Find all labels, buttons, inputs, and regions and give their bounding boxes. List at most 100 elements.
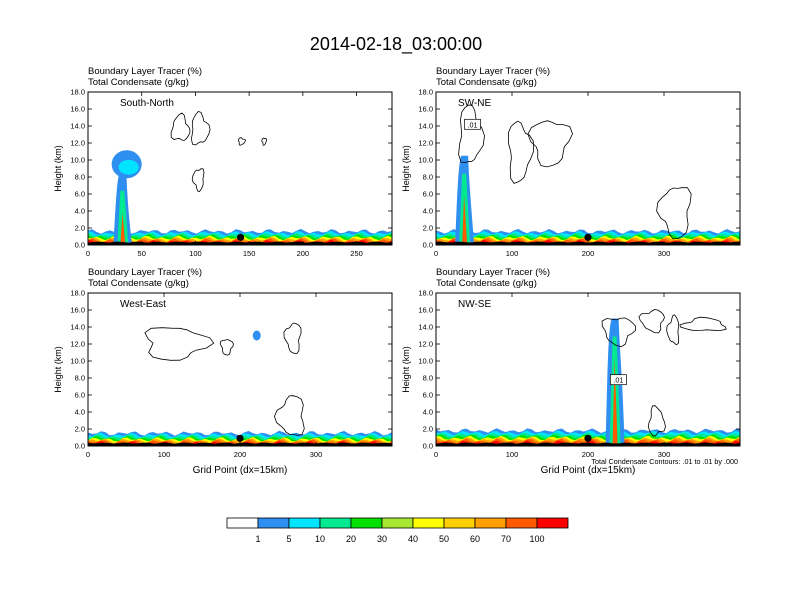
- x-tick-label: 100: [506, 450, 519, 459]
- panel-sw-ne: Boundary Layer Tracer (%)Total Condensat…: [401, 66, 741, 258]
- panel-west-east: Boundary Layer Tracer (%)Total Condensat…: [53, 267, 393, 476]
- y-tick-label: 12.0: [70, 139, 85, 148]
- y-tick-label: 16.0: [418, 306, 433, 315]
- condensate-contour: [170, 112, 191, 141]
- colorbar-label: 70: [501, 534, 511, 544]
- panels: Boundary Layer Tracer (%)Total Condensat…: [53, 66, 741, 476]
- location-marker: [584, 233, 592, 241]
- condensate-contour: [666, 314, 680, 346]
- colorbar-swatch: [381, 517, 414, 529]
- y-tick-label: 18.0: [70, 289, 85, 298]
- x-tick-label: 250: [350, 249, 363, 258]
- panel-name: NW-SE: [458, 299, 491, 310]
- x-tick-label: 0: [86, 249, 90, 258]
- y-tick-label: 14.0: [70, 122, 85, 131]
- y-tick-label: 2.0: [75, 425, 85, 434]
- x-tick-label: 300: [658, 249, 671, 258]
- y-tick-label: 14.0: [70, 323, 85, 332]
- x-tick-label: 150: [243, 249, 256, 258]
- x-tick-label: 100: [189, 249, 202, 258]
- y-tick-label: 0.0: [75, 442, 85, 451]
- plume-core: [462, 195, 468, 245]
- y-tick-label: 18.0: [70, 88, 85, 97]
- plot-area: [88, 111, 392, 245]
- x-tick-label: 0: [86, 450, 90, 459]
- condensate-contour: [261, 137, 267, 146]
- condensate-contour: [638, 309, 665, 334]
- panel-name: SW-NE: [458, 98, 491, 109]
- tracer-spot: [252, 330, 261, 341]
- y-tick-label: 16.0: [70, 105, 85, 114]
- colorbar-swatch: [474, 517, 507, 529]
- condensate-contour: [601, 317, 636, 348]
- x-tick-label: 0: [434, 450, 438, 459]
- y-axis-label: Height (km): [53, 145, 63, 192]
- x-tick-label: 0: [434, 249, 438, 258]
- x-tick-label: 200: [297, 249, 310, 258]
- page-title: 2014-02-18_03:00:00: [310, 34, 482, 55]
- panel-nw-se: Boundary Layer Tracer (%)Total Condensat…: [401, 267, 741, 476]
- condensate-contour: [679, 316, 727, 332]
- plume-core: [120, 212, 126, 245]
- y-tick-label: 10.0: [70, 357, 85, 366]
- y-tick-label: 6.0: [423, 190, 433, 199]
- colorbar-label: 50: [439, 534, 449, 544]
- y-tick-label: 10.0: [418, 156, 433, 165]
- condensate-contour: [656, 187, 692, 240]
- y-tick-label: 6.0: [75, 190, 85, 199]
- y-tick-label: 10.0: [418, 357, 433, 366]
- colorbar-swatch: [505, 517, 538, 529]
- contour-footnote: Total Condensate Contours: .01 to .01 by…: [591, 457, 738, 466]
- y-tick-label: 4.0: [75, 408, 85, 417]
- colorbar-swatch: [319, 517, 352, 529]
- plot-frame: [435, 91, 741, 246]
- panel-header-tracer: Boundary Layer Tracer (%): [88, 66, 202, 77]
- panel-header-condensate: Total Condensate (g/kg): [436, 278, 537, 289]
- x-axis-label: Grid Point (dx=15km): [541, 465, 636, 476]
- y-axis-label: Height (km): [401, 145, 411, 192]
- panel-name: South-North: [120, 98, 174, 109]
- condensate-contour: [647, 405, 666, 437]
- y-tick-label: 4.0: [423, 207, 433, 216]
- colorbar-swatch: [536, 517, 569, 529]
- panel-south-north: Boundary Layer Tracer (%)Total Condensat…: [53, 66, 393, 258]
- condensate-contour: [458, 104, 485, 164]
- colorbar-swatch: [443, 517, 476, 529]
- condensate-contour: [190, 111, 211, 146]
- panel-header-tracer: Boundary Layer Tracer (%): [436, 66, 550, 77]
- panel-header-condensate: Total Condensate (g/kg): [88, 278, 189, 289]
- panel-name: West-East: [120, 299, 166, 310]
- location-marker: [236, 434, 244, 442]
- anvil-inner: [118, 159, 139, 175]
- colorbar-label: 60: [470, 534, 480, 544]
- colorbar-label: 40: [408, 534, 418, 544]
- panel-header-condensate: Total Condensate (g/kg): [436, 77, 537, 88]
- colorbar-label: 100: [529, 534, 544, 544]
- location-marker: [236, 233, 245, 241]
- y-tick-label: 18.0: [418, 88, 433, 97]
- condensate-contour: [219, 339, 234, 356]
- condensate-contour: [273, 395, 305, 436]
- y-tick-label: 12.0: [418, 340, 433, 349]
- contour-label-box: [464, 118, 481, 130]
- x-tick-label: 300: [310, 450, 323, 459]
- y-tick-label: 12.0: [70, 340, 85, 349]
- contour-label: .01: [613, 376, 623, 385]
- y-tick-label: 8.0: [75, 374, 85, 383]
- y-tick-label: 18.0: [418, 289, 433, 298]
- y-tick-label: 0.0: [75, 241, 85, 250]
- condensate-contour: [508, 120, 534, 184]
- y-tick-label: 8.0: [75, 173, 85, 182]
- y-tick-label: 6.0: [75, 391, 85, 400]
- colorbar-label: 20: [346, 534, 356, 544]
- y-tick-label: 2.0: [75, 224, 85, 233]
- y-tick-label: 16.0: [418, 105, 433, 114]
- y-tick-label: 4.0: [75, 207, 85, 216]
- plot-frame: [87, 292, 393, 447]
- plot-area: [436, 309, 740, 446]
- panel-header-tracer: Boundary Layer Tracer (%): [436, 267, 550, 278]
- y-tick-label: 8.0: [423, 374, 433, 383]
- y-tick-label: 8.0: [423, 173, 433, 182]
- plot-area: [88, 322, 392, 446]
